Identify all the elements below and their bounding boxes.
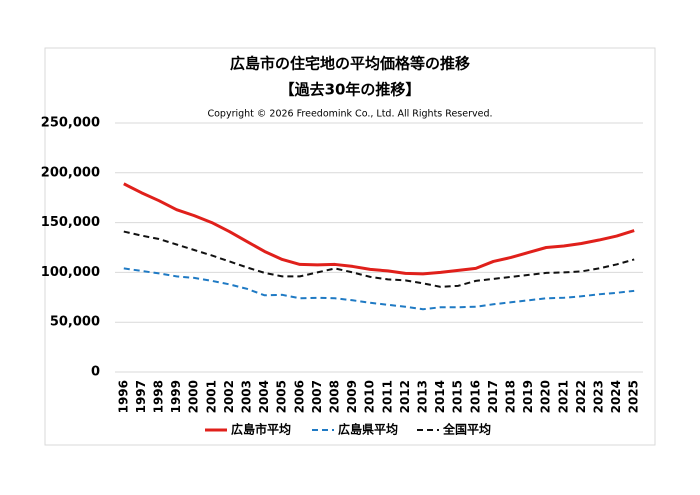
x-tick-label: 1997 [134, 380, 148, 413]
x-tick-label: 2013 [416, 380, 430, 413]
x-tick-label: 2020 [539, 380, 553, 413]
y-tick-label: 50,000 [50, 315, 100, 330]
x-tick-label: 2025 [627, 380, 641, 413]
x-tick-label: 1998 [152, 380, 166, 413]
y-tick-label: 150,000 [41, 215, 100, 230]
chart-title: 広島市の住宅地の平均価格等の推移 [230, 55, 470, 73]
y-tick-label: 100,000 [41, 265, 100, 280]
y-tick-label: 250,000 [41, 116, 100, 131]
x-tick-label: 2012 [398, 380, 412, 413]
x-tick-label: 2014 [433, 380, 447, 413]
series-line [123, 182, 635, 276]
y-tick-label: 0 [91, 365, 100, 380]
x-tick-label: 1996 [116, 380, 130, 413]
legend-label: 全国平均 [442, 422, 491, 437]
legend-label: 広島市平均 [231, 422, 291, 437]
x-tick-label: 2006 [292, 380, 306, 413]
x-tick-label: 2009 [345, 380, 359, 413]
series-line [123, 230, 635, 288]
x-tick-label: 2005 [275, 380, 289, 413]
x-tick-label: 2011 [380, 380, 394, 413]
x-tick-label: 2016 [468, 380, 482, 413]
x-tick-label: 2021 [556, 380, 570, 413]
x-tick-label: 2022 [574, 380, 588, 413]
x-tick-label: 2017 [486, 380, 500, 413]
chart-subtitle: 【過去30年の推移】 [280, 81, 421, 99]
x-tick-label: 2018 [504, 380, 518, 413]
x-tick-label: 2019 [521, 380, 535, 413]
x-tick-label: 2002 [222, 380, 236, 413]
x-tick-label: 2015 [451, 380, 465, 413]
copyright: Copyright © 2026 Freedomink Co., Ltd. Al… [207, 109, 492, 120]
x-tick-label: 2007 [310, 380, 324, 413]
x-tick-label: 2008 [328, 380, 342, 413]
x-tick-label: 2010 [363, 380, 377, 413]
x-tick-label: 2023 [592, 380, 606, 413]
y-tick-label: 200,000 [41, 165, 100, 180]
x-tick-label: 2024 [609, 380, 623, 413]
x-tick-label: 2000 [187, 380, 201, 413]
x-tick-label: 2003 [240, 380, 254, 413]
x-tick-label: 1999 [169, 380, 183, 413]
legend-label: 広島県平均 [338, 422, 398, 437]
series-line [123, 267, 635, 311]
x-tick-label: 2004 [257, 380, 271, 413]
x-tick-label: 2001 [204, 380, 218, 413]
